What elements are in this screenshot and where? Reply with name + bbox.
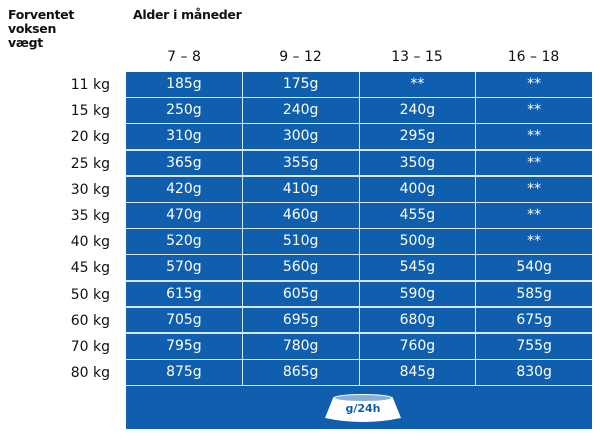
table-cell: ** (476, 202, 592, 228)
table-cell: 680g (359, 307, 476, 333)
row-weight-label: 80 kg (70, 365, 110, 382)
table-cell: ** (476, 124, 592, 150)
table-cell: 560g (242, 255, 359, 281)
row-weight-label: 35 kg (70, 208, 110, 224)
table-row: 875g 865g 845g 830g (126, 360, 592, 386)
table-cell: 350g (359, 150, 476, 176)
age-header: Alder i måneder (133, 7, 242, 22)
table-cell: 760g (359, 333, 476, 359)
row-weight-label: 70 kg (70, 339, 110, 355)
table-row: 795g 780g 760g 755g (126, 333, 592, 360)
table-row: 470g 460g 455g ** (126, 202, 592, 229)
table-cell: 420g (126, 176, 242, 202)
column-header: 7 – 8 (167, 49, 201, 65)
table-cell: 185g (126, 72, 242, 97)
row-weight-label: 45 kg (70, 260, 110, 277)
table-cell: 510g (242, 229, 359, 254)
row-weight-label: 50 kg (70, 286, 110, 303)
table-cell: 865g (242, 360, 359, 385)
column-header: 16 – 18 (507, 49, 560, 65)
table-cell: ** (359, 72, 476, 97)
table-cell: 175g (242, 72, 359, 97)
feeding-table: 185g 175g ** ** 250g 240g 240g ** 310g 300g 295g **… (126, 72, 592, 387)
table-cell: 585g (476, 281, 592, 307)
table-row: 520g 510g 500g ** (126, 229, 592, 255)
table-cell: 310g (126, 124, 242, 150)
table-footer: g/24h (126, 386, 592, 429)
row-weight-label: 20 kg (70, 129, 110, 146)
row-weight-label: 40 kg (70, 234, 110, 251)
table-cell: 845g (359, 360, 476, 385)
table-cell: 355g (242, 150, 359, 176)
table-cell: 615g (126, 281, 242, 307)
table-cell: 240g (242, 98, 359, 123)
table-cell: 410g (242, 176, 359, 202)
table-cell: 250g (126, 98, 242, 123)
table-cell: 365g (126, 150, 242, 176)
food-bowl-icon (325, 394, 401, 422)
table-row: 570g 560g 545g 540g (126, 255, 592, 281)
row-weight-label: 25 kg (70, 155, 110, 172)
table-cell: 605g (242, 281, 359, 307)
table-row: 310g 300g 295g ** (126, 124, 592, 150)
table-cell: 455g (359, 202, 476, 228)
table-cell: ** (476, 98, 592, 123)
table-cell: 295g (359, 124, 476, 150)
table-cell: 300g (242, 124, 359, 150)
table-row: 705g 695g 680g 675g (126, 307, 592, 334)
table-cell: ** (476, 150, 592, 176)
table-cell: 540g (476, 255, 592, 281)
table-row: 185g 175g ** ** (126, 72, 592, 98)
table-cell: 830g (476, 360, 592, 385)
weight-header: Forventet voksen vægt (8, 7, 75, 50)
table-row: 250g 240g 240g ** (126, 98, 592, 124)
table-cell: 545g (359, 255, 476, 281)
table-row: 615g 605g 590g 585g (126, 281, 592, 308)
column-header: 13 – 15 (391, 49, 443, 65)
table-cell: 590g (359, 281, 476, 307)
table-cell: 400g (359, 176, 476, 202)
table-row: 420g 410g 400g ** (126, 176, 592, 203)
table-cell: 500g (359, 229, 476, 254)
row-weight-label: 11 kg (70, 77, 110, 93)
table-cell: 695g (242, 307, 359, 333)
table-cell: 240g (359, 98, 476, 123)
table-cell: 460g (242, 202, 359, 228)
table-cell: ** (476, 229, 592, 254)
table-cell: 755g (476, 333, 592, 359)
table-cell: 875g (126, 360, 242, 385)
table-cell: 780g (242, 333, 359, 359)
table-cell: 675g (476, 307, 592, 333)
table-cell: 795g (126, 333, 242, 359)
column-header: 9 – 12 (279, 49, 322, 65)
table-cell: 520g (126, 229, 242, 254)
table-cell: ** (476, 176, 592, 202)
unit-label: g/24h (345, 402, 381, 415)
row-weight-label: 15 kg (70, 103, 110, 120)
table-cell: 705g (126, 307, 242, 333)
table-row: 365g 355g 350g ** (126, 150, 592, 177)
table-cell: 570g (126, 255, 242, 281)
table-cell: 470g (126, 202, 242, 228)
table-cell: ** (476, 72, 592, 97)
row-weight-label: 60 kg (70, 312, 110, 329)
row-weight-label: 30 kg (70, 181, 110, 198)
